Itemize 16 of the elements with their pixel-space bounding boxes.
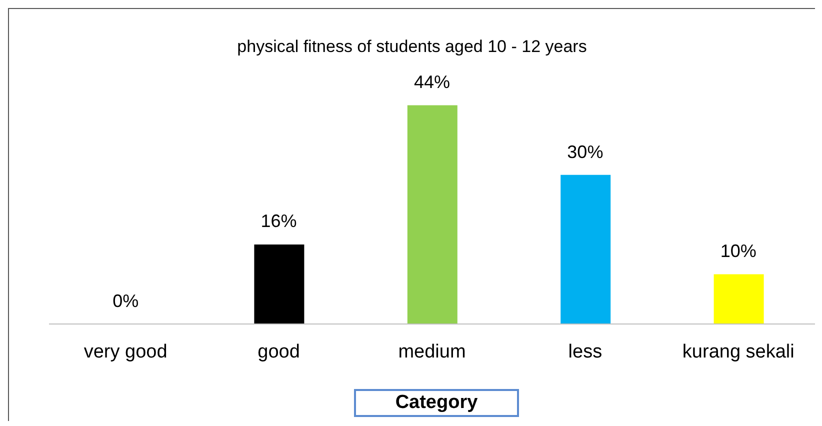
x-axis-title: Category	[354, 389, 519, 417]
bar	[560, 174, 611, 324]
bar	[714, 274, 764, 324]
data-label: 16%	[260, 210, 298, 232]
bar	[254, 244, 304, 324]
data-label: 0%	[112, 290, 140, 312]
x-tick-label: very good	[84, 341, 168, 362]
data-label: 10%	[719, 240, 758, 262]
x-tick-label: less	[568, 341, 602, 362]
x-tick-label: medium	[398, 341, 466, 362]
chart-title: physical fitness of students aged 10 - 12 years	[236, 37, 588, 57]
data-label: 30%	[566, 140, 604, 163]
x-tick-label: good	[258, 341, 300, 362]
bar	[407, 105, 458, 324]
x-tick-label: kurang sekali	[682, 341, 794, 362]
data-label: 44%	[412, 71, 451, 94]
